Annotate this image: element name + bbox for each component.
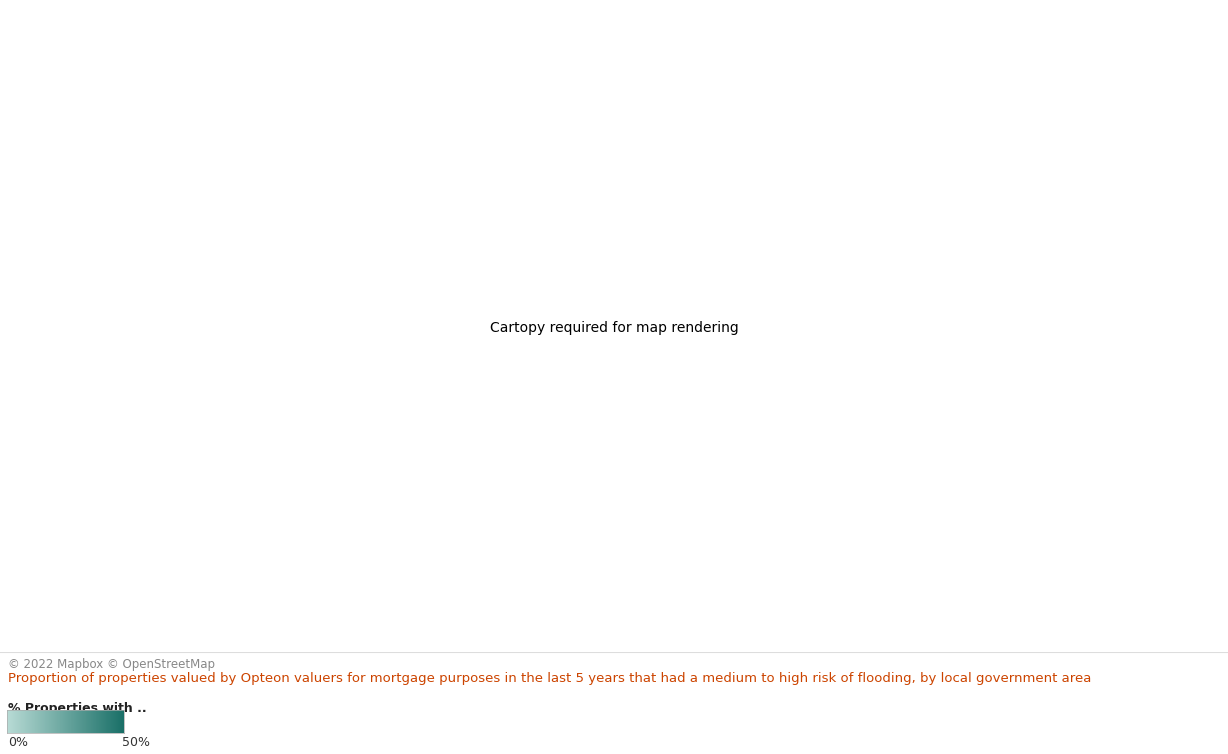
Text: © 2022 Mapbox © OpenStreetMap: © 2022 Mapbox © OpenStreetMap (9, 658, 215, 671)
Text: % Properties with ..: % Properties with .. (9, 702, 146, 715)
Text: Proportion of properties valued by Opteon valuers for mortgage purposes in the l: Proportion of properties valued by Opteo… (9, 672, 1092, 685)
Text: 50%: 50% (122, 736, 150, 749)
Text: Cartopy required for map rendering: Cartopy required for map rendering (490, 321, 738, 335)
Text: 0%: 0% (9, 736, 28, 749)
